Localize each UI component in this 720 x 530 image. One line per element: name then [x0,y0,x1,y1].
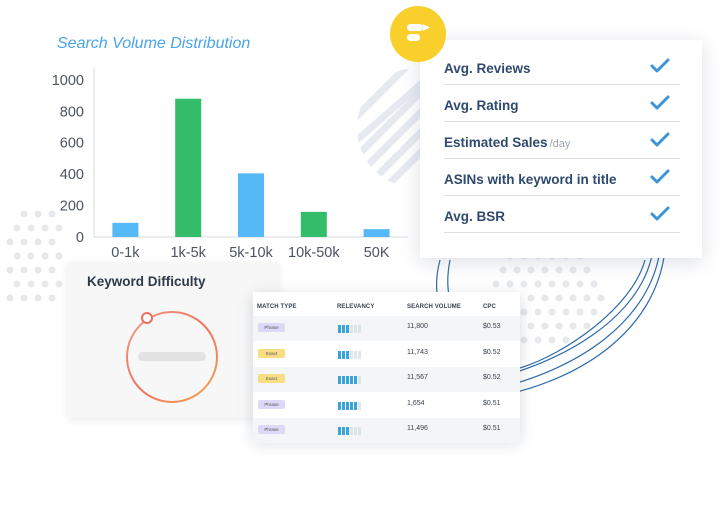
match-type-badge: Phrase [258,323,285,332]
match-type-badge: Phrase [258,425,285,434]
search-volume-cell: 1,654 [407,399,425,407]
relevancy-meter [338,325,361,333]
checkmark-icon [650,95,670,110]
relevancy-meter [338,376,361,384]
difficulty-value-placeholder [138,352,206,361]
cpc-cell: $0.52 [483,374,501,381]
table-row[interactable]: Phrase 11,496 $0.51 [253,418,520,443]
checklist-unit: /day [549,138,571,150]
keyword-difficulty-title: Keyword Difficulty [87,274,206,289]
bar [363,229,390,237]
app-logo-icon [407,24,430,41]
cpc-cell: $0.53 [483,323,501,330]
cpc-cell: $0.52 [483,348,501,356]
x-tick-label: 50K [364,245,390,261]
table-row[interactable]: Exact 11,567 $0.52 [253,367,520,392]
checklist-label-text: Avg. BSR [444,209,506,224]
header-search-volume: SEARCH VOLUME [407,304,461,310]
header-cpc: CPC [483,304,496,310]
bar [175,98,202,237]
checklist-row: Avg. Reviews [444,48,680,85]
checklist-label-text: Estimated Sales [444,135,548,150]
cpc-cell: $0.51 [483,425,501,432]
y-tick-label: 1000 [52,73,84,89]
checklist-label-text: Avg. Reviews [444,61,531,76]
checklist-label-text: Avg. Rating [444,98,519,113]
checklist-row: Estimated Sales/day [444,122,680,159]
bar [112,222,139,237]
keyword-difficulty-card: Keyword Difficulty [67,262,279,418]
header-relevancy: RELEVANCY [337,304,375,310]
relevancy-meter [338,427,361,435]
checklist-row: ASINs with keyword in title [444,159,680,196]
checklist-row: Avg. Rating [444,85,680,122]
relevancy-meter [338,401,361,410]
x-tick-label: 1k-5k [170,245,206,261]
table-row[interactable]: Exact 11,743 $0.52 [253,342,520,367]
search-volume-chart: 0 200 400 600 800 1000 0-1k 1k-5k 5k-10k 10k-50k 5… [52,68,408,261]
bar [300,211,327,237]
y-tick-label: 200 [60,199,84,215]
header-match-type: MATCH TYPE [257,304,297,310]
y-tick-label: 800 [60,104,84,120]
x-tick-label: 10k-50k [288,245,340,261]
checkmark-icon [650,58,670,73]
gauge-handle [141,312,153,324]
table-row[interactable]: Phrase 11,800 $0.53 [253,316,520,341]
checklist-label: Avg. Reviews [444,61,531,76]
checklist-row: Avg. BSR [444,196,680,233]
chart-title: Search Volume Distribution [57,35,251,52]
match-type-badge: Exact [258,348,285,358]
keyword-table-card: MATCH TYPE RELEVANCY SEARCH VOLUME CPC P… [253,292,520,443]
search-volume-cell: 11,743 [407,348,428,356]
relevancy-meter [338,350,361,359]
match-type-badge: Phrase [258,399,285,409]
difficulty-gauge [126,311,218,403]
checkmark-icon [650,206,670,221]
x-tick-label: 0-1k [111,245,140,261]
checklist-label: Avg. Rating [444,98,519,113]
logo-badge [390,6,446,62]
bar [238,173,264,237]
y-tick-label: 0 [76,230,84,246]
y-tick-label: 400 [60,167,84,183]
x-tick-label: 5k-10k [229,245,273,261]
metrics-checklist-card: Avg. Reviews Avg. Rating Estimated Sales/d… [420,40,702,258]
search-volume-cell: 11,567 [407,374,428,381]
checklist-label-text: ASINs with keyword in title [444,172,617,187]
checkmark-icon [650,169,670,184]
checklist-label: ASINs with keyword in title [444,172,617,187]
y-tick-label: 600 [60,136,84,152]
table-row[interactable]: Phrase 1,654 $0.51 [253,393,520,418]
checklist-label: Avg. BSR [444,209,505,224]
search-volume-cell: 11,800 [407,323,428,330]
search-volume-cell: 11,496 [407,425,428,432]
match-type-badge: Exact [258,374,285,383]
checklist-label: Estimated Sales/day [444,135,570,150]
cpc-cell: $0.51 [483,399,501,407]
checkmark-icon [650,132,670,147]
